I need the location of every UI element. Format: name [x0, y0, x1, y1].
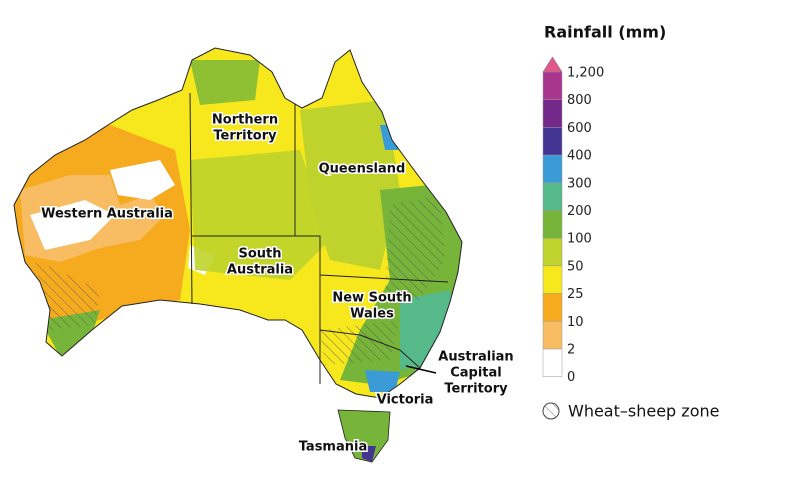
rain-fill — [14, 60, 462, 392]
region-label: Wales — [350, 307, 394, 322]
region-label: South — [238, 247, 281, 262]
region-label: Australian — [438, 350, 513, 365]
legend-tick: 600 — [567, 121, 592, 136]
legend-tick: 400 — [567, 149, 592, 164]
legend-tick: 2 — [567, 343, 575, 358]
legend-swatch — [542, 127, 563, 156]
map — [13, 47, 463, 463]
legend: Rainfall (mm) Wheat–sheep zone 1,200 800 6… — [542, 23, 719, 421]
region-label: Victoria — [377, 393, 434, 408]
legend-swatch — [542, 237, 563, 267]
zone-label: Wheat–sheep zone — [568, 402, 719, 421]
legend-top — [542, 56, 563, 73]
border — [189, 92, 193, 305]
region-label: Territory — [213, 129, 277, 144]
border — [319, 329, 421, 369]
legend-tick: 25 — [567, 287, 584, 302]
legend-tick: 1,200 — [567, 66, 604, 81]
region-label: Australia — [227, 263, 293, 278]
legend-swatch — [542, 348, 563, 377]
region-label: Queensland — [319, 162, 406, 177]
legend-tick: 100 — [567, 232, 592, 247]
legend-tick: 0 — [567, 370, 575, 385]
leader-line — [405, 365, 437, 374]
legend-swatch — [542, 71, 563, 100]
legend-swatch — [542, 154, 563, 184]
legend-swatch — [542, 99, 563, 128]
region-label: Northern — [212, 113, 278, 128]
legend-tick: 200 — [567, 204, 592, 219]
region-label: Territory — [444, 382, 508, 397]
legend-title: Rainfall (mm) — [544, 23, 666, 42]
legend-swatch — [542, 182, 563, 211]
legend-tick: 800 — [567, 93, 592, 108]
tasmania-rain — [362, 446, 376, 462]
border — [192, 235, 449, 283]
legend-tick: 50 — [567, 259, 584, 274]
legend-swatch — [542, 293, 563, 322]
legend-swatch — [542, 321, 563, 350]
region-label: New South — [332, 291, 411, 306]
region-label: Capital — [450, 366, 502, 381]
legend-swatch — [542, 265, 563, 294]
legend-tick: 10 — [567, 315, 584, 330]
legend-swatch — [542, 210, 563, 239]
region-label: Tasmania — [299, 440, 368, 455]
region-label: Western Australia — [41, 207, 173, 222]
zone-swatch — [542, 402, 560, 420]
region-labels: Western AustraliaNorthernTerritoryQueens… — [40, 111, 516, 456]
legend-tick: 300 — [567, 176, 592, 191]
